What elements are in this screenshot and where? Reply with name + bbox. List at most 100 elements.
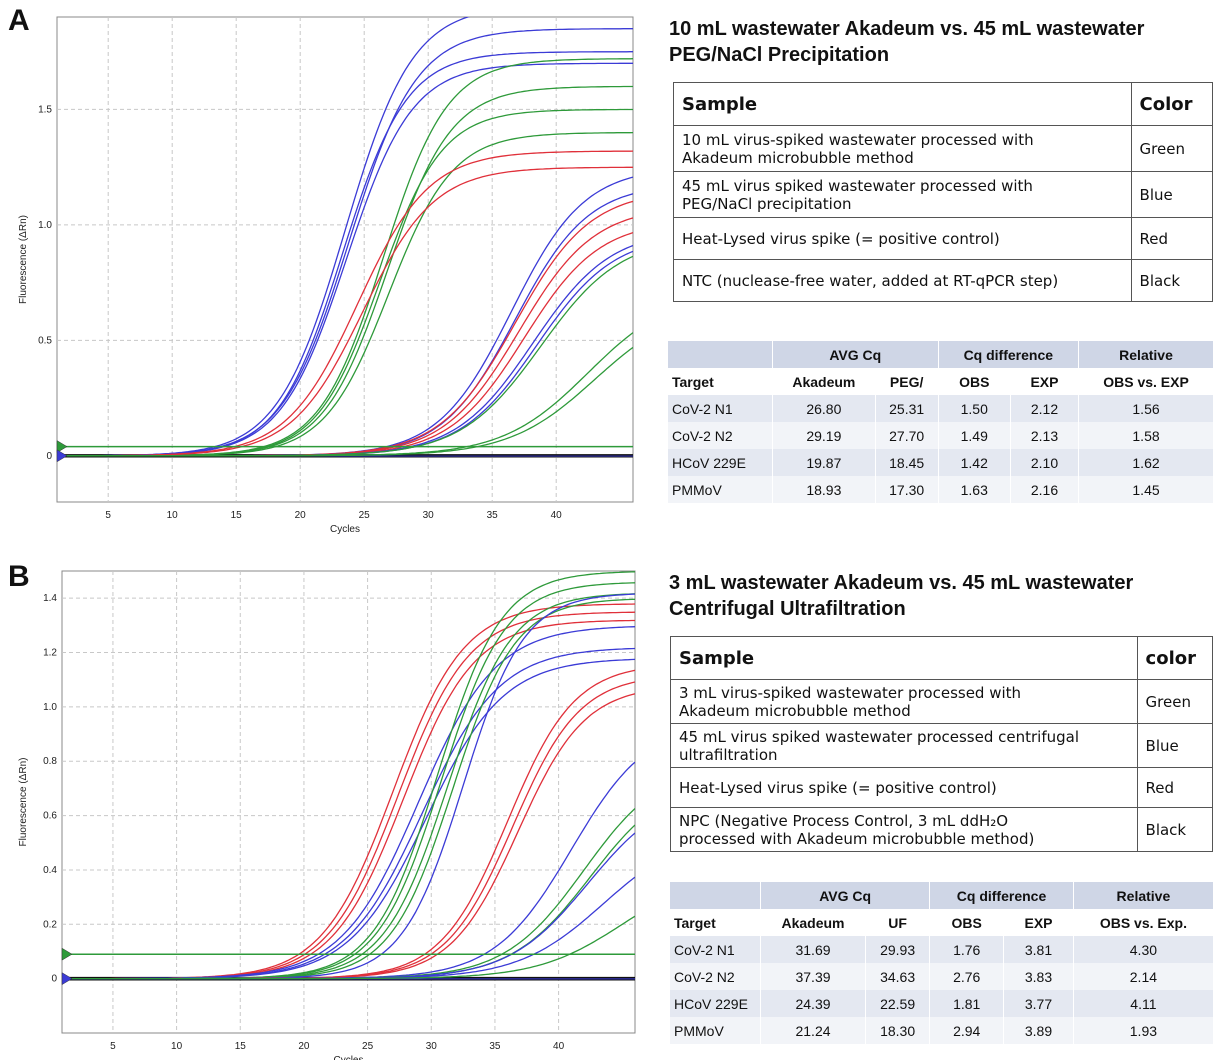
- akadeum-cq-cell: 26.80: [772, 395, 876, 422]
- sample-color-table-a: Sample Color 10 mL virus-spiked wastewat…: [673, 82, 1214, 302]
- sample-description: 10 mL virus-spiked wastewater processed …: [673, 125, 1132, 172]
- sample-row: 10 mL virus-spiked wastewater processed …: [673, 125, 1214, 172]
- panel-letter-b: B: [8, 560, 30, 593]
- sample-description: Heat-Lysed virus spike (= positive contr…: [673, 217, 1132, 260]
- cq-stats-table-b: AVG Cq Cq difference Relative Target Aka…: [670, 882, 1214, 1044]
- exp-cell: 3.77: [1003, 990, 1074, 1017]
- relative-cell: 4.11: [1073, 990, 1214, 1017]
- sample-color: Red: [1130, 217, 1214, 260]
- sample-color: Black: [1130, 259, 1214, 302]
- avg-cq-header: AVG Cq: [772, 341, 939, 368]
- x-tick-label: 25: [362, 1041, 374, 1052]
- sample-description: 3 mL virus-spiked wastewater processed w…: [670, 679, 1138, 724]
- panel-b-title-line1: 3 mL wastewater Akadeum vs. 45 mL wastew…: [669, 572, 1134, 594]
- obs-cell: 2.94: [929, 1017, 1005, 1044]
- x-tick-label: 10: [167, 510, 179, 521]
- exp-header: EXP: [1010, 368, 1080, 395]
- baseline-marker-icon: [56, 449, 68, 463]
- sample-color-table-b: Sample color 3 mL virus-spiked wastewate…: [670, 636, 1214, 852]
- method-header: UF: [865, 909, 931, 936]
- x-tick-label: 40: [551, 510, 563, 521]
- x-tick-label: 25: [359, 510, 371, 521]
- method-cq-cell: 27.70: [875, 422, 939, 449]
- sample-color: Green: [1136, 679, 1214, 724]
- obs-cell: 1.42: [938, 449, 1011, 476]
- sample-row: Heat-Lysed virus spike (= positive contr…: [670, 767, 1214, 808]
- relative-cell: 1.56: [1078, 395, 1214, 422]
- method-cq-cell: 18.30: [865, 1017, 931, 1044]
- color-header: Color: [1130, 82, 1214, 126]
- y-tick-label: 0: [46, 451, 52, 462]
- obs-cell: 1.76: [929, 936, 1005, 963]
- sample-text-line: processed with Akadeum microbubble metho…: [679, 829, 1035, 848]
- sample-text-line: Akadeum microbubble method: [682, 148, 914, 167]
- y-tick-label: 0.5: [38, 335, 52, 346]
- x-tick-label: 30: [423, 510, 435, 521]
- obs-vs-exp-header: OBS vs. EXP: [1078, 368, 1214, 395]
- obs-cell: 1.49: [938, 422, 1011, 449]
- relative-cell: 2.14: [1073, 963, 1214, 990]
- x-tick-label: 10: [171, 1041, 183, 1052]
- x-tick-label: 30: [426, 1041, 438, 1052]
- obs-cell: 1.81: [929, 990, 1005, 1017]
- y-axis-label: Fluorescence (ΔRn): [18, 758, 29, 847]
- table-row: CoV-2 N2 29.19 27.70 1.49 2.13 1.58: [668, 422, 1214, 449]
- y-tick-label: 0: [51, 974, 57, 985]
- y-tick-label: 0.8: [43, 756, 57, 767]
- relative-cell: 1.45: [1078, 476, 1214, 503]
- method-cq-cell: 22.59: [865, 990, 931, 1017]
- panel-b-title: 3 mL wastewater Akadeum vs. 45 mL wastew…: [669, 570, 1133, 622]
- y-axis-label: Fluorescence (ΔRn): [18, 215, 29, 304]
- cq-stats-table-a: AVG Cq Cq difference Relative Target Aka…: [668, 341, 1214, 503]
- amplification-curve-green: [62, 915, 635, 980]
- method-cq-cell: 29.93: [865, 936, 931, 963]
- blank-header-cell: [670, 882, 761, 909]
- stats-header-row-2: Target Akadeum UF OBS EXP OBS vs. Exp.: [670, 909, 1214, 936]
- cq-difference-header: Cq difference: [938, 341, 1080, 368]
- y-tick-label: 0.6: [43, 811, 57, 822]
- relative-header: Relative: [1073, 882, 1214, 909]
- qpcr-chart-a: 5 10 15 20 25 30 35 40 0 0.5 1.0 1.5 Cycles Fluoresce…: [0, 10, 650, 535]
- sample-table-header: Sample color: [670, 636, 1214, 680]
- exp-header: EXP: [1003, 909, 1074, 936]
- y-tick-label: 0.2: [43, 919, 57, 930]
- exp-cell: 2.13: [1010, 422, 1080, 449]
- target-cell: CoV-2 N2: [670, 963, 761, 990]
- blank-header-cell: [668, 341, 773, 368]
- sample-row: NTC (nuclease-free water, added at RT-qP…: [673, 259, 1214, 302]
- y-tick-label: 1.5: [38, 104, 52, 115]
- akadeum-header: Akadeum: [772, 368, 876, 395]
- sample-row: 3 mL virus-spiked wastewater processed w…: [670, 679, 1214, 724]
- obs-header: OBS: [929, 909, 1005, 936]
- sample-color: Green: [1130, 125, 1214, 172]
- qpcr-chart-b: 5 10 15 20 25 30 35 40 0 0.2 0.4 0.6 0.8 1.0 1.2 1.4 Cyc…: [0, 560, 650, 1060]
- target-cell: CoV-2 N1: [670, 936, 761, 963]
- obs-cell: 1.50: [938, 395, 1011, 422]
- panel-b-title-line2: Centrifugal Ultrafiltration: [669, 598, 906, 620]
- exp-cell: 3.81: [1003, 936, 1074, 963]
- x-tick-label: 5: [105, 510, 111, 521]
- amplification-curve-red: [57, 166, 633, 457]
- sample-row: 45 mL virus spiked wastewater processed …: [673, 171, 1214, 218]
- x-tick-label: 15: [231, 510, 243, 521]
- akadeum-cq-cell: 18.93: [772, 476, 876, 503]
- table-row: PMMoV 21.24 18.30 2.94 3.89 1.93: [670, 1017, 1214, 1044]
- obs-cell: 1.63: [938, 476, 1011, 503]
- sample-description: 45 mL virus spiked wastewater processed …: [670, 723, 1138, 768]
- sample-text-line: 10 mL virus-spiked wastewater processed …: [682, 130, 1034, 149]
- table-row: CoV-2 N1 31.69 29.93 1.76 3.81 4.30: [670, 936, 1214, 963]
- method-cq-cell: 34.63: [865, 963, 931, 990]
- table-row: CoV-2 N1 26.80 25.31 1.50 2.12 1.56: [668, 395, 1214, 422]
- akadeum-cq-cell: 37.39: [760, 963, 867, 990]
- y-tick-label: 0.4: [43, 865, 57, 876]
- sample-row: NPC (Negative Process Control, 3 mL ddH₂…: [670, 807, 1214, 852]
- sample-text-line: ultrafiltration: [679, 745, 778, 764]
- akadeum-cq-cell: 19.87: [772, 449, 876, 476]
- akadeum-cq-cell: 29.19: [772, 422, 876, 449]
- relative-cell: 1.58: [1078, 422, 1214, 449]
- panel-a-title-line2: PEG/NaCl Precipitation: [669, 44, 890, 66]
- sample-table-header: Sample Color: [673, 82, 1214, 126]
- table-row: PMMoV 18.93 17.30 1.63 2.16 1.45: [668, 476, 1214, 503]
- sample-description: Heat-Lysed virus spike (= positive contr…: [670, 767, 1138, 808]
- amplification-curve-green: [57, 346, 633, 457]
